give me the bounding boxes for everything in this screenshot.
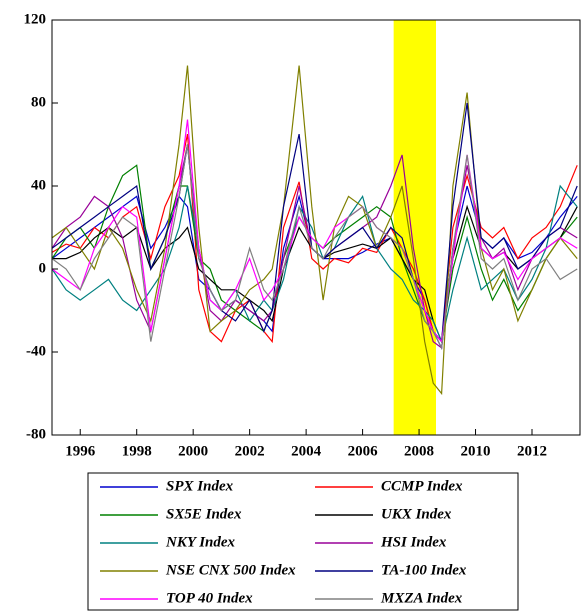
x-tick-label: 2004 [291, 443, 322, 459]
x-tick-label: 1998 [122, 443, 152, 459]
x-tick-label: 2000 [178, 443, 208, 459]
y-tick-label: -80 [26, 426, 46, 442]
y-tick-label: 0 [39, 260, 47, 276]
legend-label: NKY Index [165, 534, 236, 550]
x-tick-label: 1996 [65, 443, 96, 459]
legend-label: UKX Index [381, 506, 452, 522]
legend-label: TOP 40 Index [166, 590, 253, 606]
x-tick-label: 2008 [404, 443, 434, 459]
legend-label: NSE CNX 500 Index [165, 562, 296, 578]
legend-label: TA-100 Index [381, 562, 467, 578]
series-line [51, 144, 578, 350]
series-line [51, 133, 578, 344]
series-line [51, 65, 578, 396]
series-line [51, 185, 578, 350]
legend-label: SX5E Index [166, 506, 242, 522]
series-line [51, 144, 578, 350]
x-tick-label: 2012 [517, 443, 547, 459]
y-tick-label: 80 [31, 94, 46, 110]
series-line [51, 119, 578, 344]
legend-label: CCMP Index [381, 478, 463, 494]
x-tick-label: 2010 [461, 443, 491, 459]
legend-label: SPX Index [166, 478, 234, 494]
legend-label: MXZA Index [380, 590, 463, 606]
x-tick-label: 2006 [348, 443, 379, 459]
plot-frame [51, 19, 581, 436]
legend-box [87, 472, 519, 611]
shaded-region [393, 20, 436, 435]
x-tick-label: 2002 [235, 443, 265, 459]
y-tick-label: -40 [26, 343, 46, 359]
y-tick-label: 120 [24, 11, 47, 27]
y-tick-label: 40 [31, 177, 46, 193]
legend-label: HSI Index [380, 534, 447, 550]
